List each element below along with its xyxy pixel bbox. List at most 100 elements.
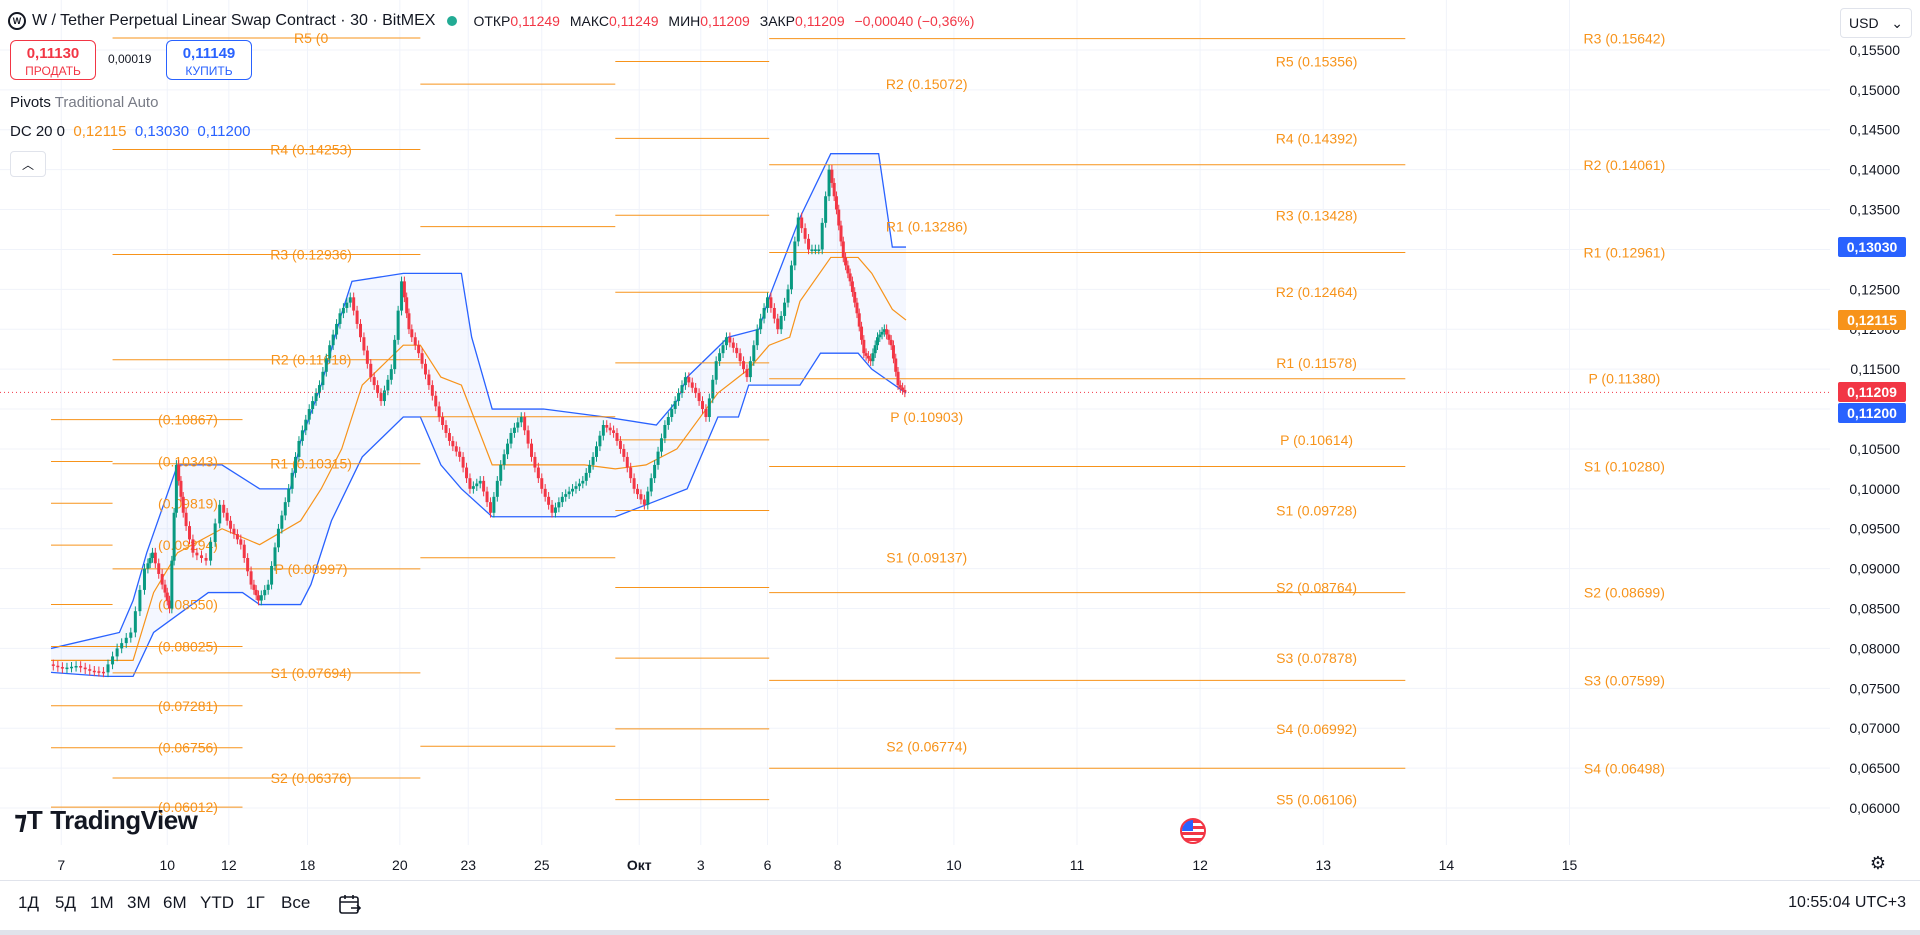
candle-body: [901, 387, 905, 390]
chart-grid: [0, 0, 1830, 845]
buy-button[interactable]: 0,11149 КУПИТЬ: [166, 40, 252, 80]
candle-body: [88, 669, 92, 671]
time-axis-label: 11: [1070, 857, 1085, 873]
candle-body: [871, 353, 875, 362]
candle-body: [772, 307, 776, 319]
range-button[interactable]: 3М: [127, 893, 151, 912]
candle-body: [683, 377, 687, 386]
go-to-date-icon[interactable]: [338, 893, 362, 915]
settings-gear-icon[interactable]: ⚙: [1869, 853, 1887, 873]
tradingview-mark-icon: ⁊T: [14, 805, 43, 835]
candle-body: [209, 542, 213, 561]
range-button[interactable]: 1Г: [246, 893, 265, 912]
candle-body: [571, 488, 575, 492]
candle-body: [878, 334, 882, 338]
price-axis-label: 0,06000: [1849, 800, 1900, 816]
candle-body: [74, 665, 78, 668]
time-axis-label: 23: [460, 857, 476, 873]
candle-body: [663, 425, 667, 439]
candle-body: [106, 664, 110, 673]
candle-body: [345, 302, 349, 308]
candle-body: [680, 385, 684, 394]
candle-body: [735, 347, 739, 354]
candle-body: [246, 557, 250, 572]
collapse-legend-button[interactable]: ︿: [10, 151, 46, 177]
candle-body: [413, 337, 417, 346]
candle-body: [533, 456, 537, 468]
pivots-indicator-legend[interactable]: Pivots Traditional Auto: [10, 94, 159, 111]
donchian-indicator-legend[interactable]: DC 20 0 0,12115 0,13030 0,11200: [10, 123, 251, 140]
candle-body: [170, 560, 174, 609]
candle-body: [786, 289, 790, 303]
candle-body: [866, 355, 870, 359]
candle-body: [482, 480, 486, 492]
candle-body: [567, 491, 571, 495]
range-button[interactable]: 6М: [163, 893, 187, 912]
time-axis-label: 8: [834, 857, 842, 873]
candle-body: [864, 353, 868, 356]
pivot-label: S4 (0.06992): [1276, 721, 1357, 737]
pivot-label: (0.10867): [158, 412, 218, 428]
candle-body: [608, 427, 612, 431]
candle-body: [148, 557, 152, 564]
pivot-label: S1 (0.10280): [1584, 458, 1665, 474]
candle-body: [824, 196, 828, 223]
candle-body: [393, 339, 397, 370]
pivot-label: (0.09294): [158, 537, 218, 553]
clock[interactable]: 10:55:04 UTC+3: [1788, 894, 1906, 911]
candle-body: [557, 502, 561, 508]
candle-body: [673, 401, 677, 410]
symbol-title[interactable]: W / Tether Perpetual Linear Swap Contrac…: [32, 12, 436, 29]
currency-select[interactable]: USD ⌄: [1840, 8, 1912, 38]
pivot-label: S2 (0.08699): [1584, 585, 1665, 601]
us-event-flag-icon[interactable]: [1180, 818, 1206, 844]
pivot-label: (0.09819): [158, 495, 218, 511]
candle-body: [359, 323, 363, 338]
price-tag: 0,11209: [1838, 382, 1906, 403]
candle-body: [188, 526, 192, 540]
range-button[interactable]: Все: [281, 893, 311, 912]
candle-body: [793, 241, 797, 266]
candle-body: [495, 480, 499, 497]
pivot-label: R5 (0.15356): [1276, 53, 1358, 69]
time-axis-label: 15: [1562, 857, 1578, 873]
donchian-mid-line: [51, 256, 907, 662]
candle-body: [615, 432, 619, 441]
candle-body: [177, 464, 181, 481]
candle-body: [649, 478, 653, 492]
candle-body: [738, 353, 742, 362]
range-button[interactable]: YTD: [200, 893, 234, 912]
candle-body: [704, 409, 708, 418]
candle-body: [222, 504, 226, 513]
candle-body: [376, 385, 380, 394]
candle-body: [160, 573, 164, 585]
candle-body: [256, 595, 260, 601]
range-button[interactable]: 5Д: [55, 893, 76, 912]
price-tag: 0,12115: [1838, 310, 1906, 331]
candle-body: [396, 310, 400, 340]
pivot-label: R4 (0.14253): [270, 141, 352, 157]
candle-body: [850, 281, 854, 293]
chevron-up-icon: ︿: [21, 157, 34, 172]
horizontal-scrollbar[interactable]: [0, 930, 1920, 935]
candle-body: [290, 472, 294, 489]
candle-body: [213, 523, 217, 543]
pivot-label: (0.07281): [158, 698, 218, 714]
candle-body: [745, 369, 749, 378]
price-axis-label: 0,14500: [1849, 122, 1900, 138]
range-button[interactable]: 1М: [90, 893, 114, 912]
candle-body: [629, 467, 633, 479]
candle-body: [60, 667, 64, 669]
candle-body: [560, 496, 564, 503]
candle-body: [124, 637, 128, 644]
price-axis-label: 0,15000: [1849, 82, 1900, 98]
sell-button[interactable]: 0,11130 ПРОДАТЬ: [10, 40, 96, 80]
candle-body: [341, 307, 345, 314]
donchian-lower-line: [50, 352, 907, 678]
candle-body: [451, 440, 455, 447]
candle-body: [547, 496, 551, 505]
range-button[interactable]: 1Д: [18, 893, 39, 912]
candle-body: [857, 313, 861, 327]
candle-body: [789, 265, 793, 290]
